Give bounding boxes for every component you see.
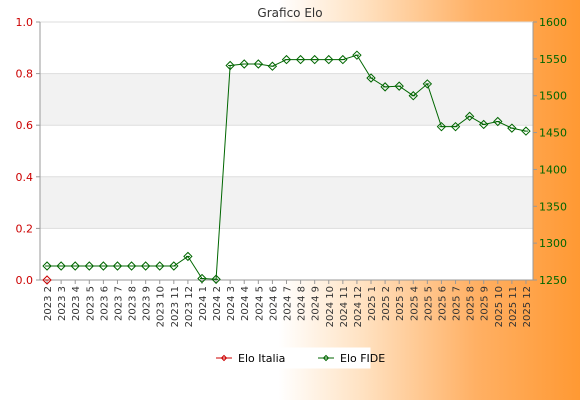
x-tick-label: 2025 9 [480, 286, 491, 321]
data-point [169, 261, 179, 271]
data-point [225, 60, 235, 71]
x-tick-label: 2024 12 [353, 286, 364, 327]
data-point [394, 81, 404, 91]
x-tick-label: 2023 12 [184, 286, 195, 327]
x-tick-label: 2023 7 [113, 286, 124, 321]
data-point [408, 91, 418, 101]
x-tick-label: 2023 11 [170, 286, 181, 327]
x-tick-label: 2024 3 [226, 286, 237, 321]
data-point [183, 251, 193, 262]
x-tick-label: 2024 7 [283, 286, 294, 321]
x-tick-label: 2024 9 [311, 286, 322, 321]
data-point [507, 123, 517, 133]
x-tick-label: 2023 9 [142, 286, 153, 321]
x-tick-label: 2025 10 [494, 286, 505, 327]
data-point [380, 82, 390, 92]
data-point [211, 274, 221, 284]
data-point [521, 126, 531, 136]
x-tick-label: 2024 6 [268, 286, 279, 321]
data-point [253, 59, 264, 69]
grid-band [40, 176, 533, 229]
x-tick-label: 2023 5 [85, 286, 96, 321]
y-right-tick-label: 1450 [539, 127, 567, 140]
x-tick-label: 2024 5 [254, 286, 265, 321]
data-point [366, 73, 376, 83]
legend-label: Elo Italia [238, 352, 285, 365]
x-tick-label: 2025 8 [466, 286, 477, 321]
data-point [42, 261, 52, 271]
data-point [422, 79, 433, 89]
x-tick-label: 2024 2 [212, 286, 223, 321]
y-right-tick-label: 1500 [539, 90, 567, 103]
x-tick-label: 2024 10 [325, 286, 336, 327]
data-point [197, 273, 207, 284]
legend: Elo Italia Elo FIDE [209, 347, 385, 369]
legend-label: Elo FIDE [340, 352, 385, 365]
y-left-tick-label: 0.2 [16, 222, 34, 235]
x-tick-label: 2025 7 [452, 286, 463, 321]
data-point [98, 261, 109, 271]
y-right-tick-label: 1550 [539, 53, 567, 66]
y-left-tick-label: 0.4 [16, 171, 34, 184]
x-tick-label: 2025 6 [437, 286, 448, 321]
data-point [267, 61, 278, 71]
x-tick-label: 2023 10 [156, 286, 167, 327]
x-tick-label: 2025 2 [381, 286, 392, 321]
x-tick-label: 2023 2 [43, 286, 54, 321]
data-point [281, 54, 292, 65]
data-point [140, 261, 151, 271]
data-point [112, 261, 123, 271]
data-point [42, 275, 52, 285]
x-tick-label: 2025 4 [409, 286, 420, 321]
data-point [70, 261, 80, 271]
x-tick-label: 2024 4 [240, 286, 251, 321]
x-tick-label: 2024 1 [198, 286, 209, 321]
data-point [464, 111, 475, 122]
legend-item: Elo FIDE [318, 352, 385, 365]
data-point [324, 54, 334, 65]
data-point [239, 59, 249, 69]
y-left-tick-label: 0.8 [16, 68, 34, 81]
legend-box [209, 347, 371, 369]
plot-area [40, 22, 533, 280]
x-tick-label: 2025 5 [423, 286, 434, 321]
y-left-tick-label: 1.0 [16, 16, 34, 29]
y-left-tick-label: 0.6 [16, 119, 34, 132]
y-right-tick-label: 1250 [539, 274, 567, 287]
legend-item: Elo Italia [216, 352, 285, 365]
x-tick-label: 2025 3 [395, 286, 406, 321]
data-point [450, 121, 461, 132]
data-point [436, 121, 447, 132]
chart-title: Grafico Elo [257, 6, 322, 20]
y-right-tick-label: 1300 [539, 237, 567, 250]
y-right-tick-label: 1400 [539, 163, 567, 176]
x-tick-label: 2025 12 [522, 286, 533, 327]
x-tick-label: 2024 8 [297, 286, 308, 321]
x-tick-label: 2023 8 [128, 286, 139, 321]
data-point [352, 50, 362, 60]
x-tick-label: 2023 4 [71, 286, 82, 321]
data-point [155, 261, 165, 271]
y-right-tick-label: 1350 [539, 200, 567, 213]
x-tick-label: 2025 1 [367, 286, 378, 321]
y-left-tick-label: 0.0 [16, 274, 34, 287]
data-point [126, 261, 137, 271]
data-point [84, 261, 95, 271]
data-point [56, 261, 66, 271]
x-tick-label: 2024 11 [339, 286, 350, 327]
data-point [295, 54, 306, 65]
x-tick-label: 2023 6 [99, 286, 110, 321]
data-point [478, 119, 489, 130]
grid-band [40, 73, 533, 126]
x-tick-label: 2025 11 [508, 286, 519, 327]
y-right-tick-label: 1600 [539, 16, 567, 29]
data-point [493, 116, 503, 127]
x-tick-label: 2023 3 [57, 286, 68, 321]
data-point [338, 54, 348, 65]
data-point [309, 54, 320, 65]
